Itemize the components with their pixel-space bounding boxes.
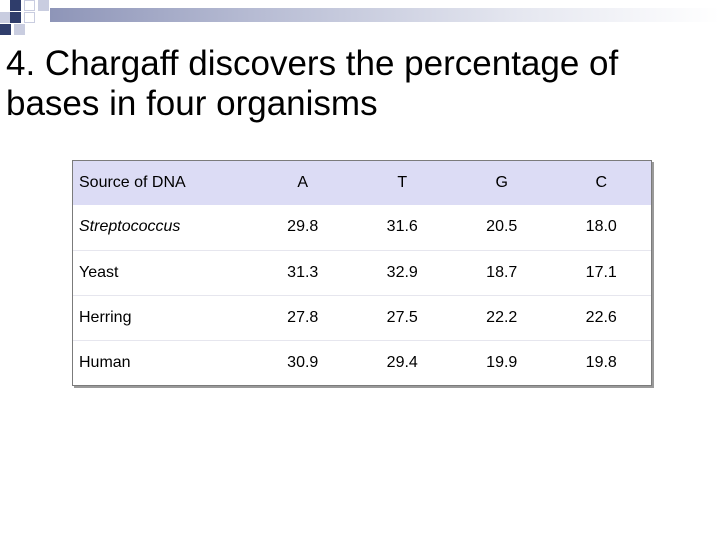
- cell-c: 22.6: [551, 294, 651, 340]
- decorative-checker: [0, 0, 60, 35]
- table-row: Streptococcus 29.8 31.6 20.5 18.0: [73, 205, 651, 250]
- column-header-g: G: [495, 174, 508, 191]
- cell-g: 19.9: [452, 339, 552, 385]
- row-source: Yeast: [73, 249, 253, 295]
- cell-t: 27.5: [352, 294, 452, 340]
- column-header-t: T: [397, 174, 408, 191]
- row-source: Herring: [73, 294, 253, 340]
- cell-g: 18.7: [452, 249, 552, 295]
- cell-a: 31.3: [253, 249, 353, 295]
- base-percentage-table: Source of DNA A T G C Streptococcus 29.8…: [72, 160, 652, 386]
- table-row: Herring 27.8 27.5 22.2 22.6: [73, 294, 651, 340]
- cell-g: 20.5: [486, 218, 518, 236]
- column-header-c: C: [595, 174, 608, 191]
- cell-t: 32.9: [352, 249, 452, 295]
- cell-c: 18.0: [585, 218, 617, 236]
- column-header-a: A: [297, 174, 309, 191]
- column-header-source: Source of DNA: [79, 174, 186, 191]
- table-row: Yeast 31.3 32.9 18.7 17.1: [73, 249, 651, 295]
- cell-t: 31.6: [386, 218, 418, 236]
- slide-title: 4. Chargaff discovers the percentage of …: [6, 44, 619, 123]
- table-row: Human 30.9 29.4 19.9 19.8: [73, 339, 651, 385]
- cell-a: 29.8: [287, 218, 319, 236]
- row-source: Human: [73, 339, 253, 385]
- cell-g: 22.2: [452, 294, 552, 340]
- table-header-row: Source of DNA A T G C: [73, 161, 651, 205]
- cell-t: 29.4: [352, 339, 452, 385]
- cell-c: 19.8: [551, 339, 651, 385]
- cell-a: 30.9: [253, 339, 353, 385]
- cell-c: 17.1: [551, 249, 651, 295]
- cell-a: 27.8: [253, 294, 353, 340]
- decorative-gradient-band: [50, 8, 720, 22]
- row-source: Streptococcus: [79, 218, 181, 236]
